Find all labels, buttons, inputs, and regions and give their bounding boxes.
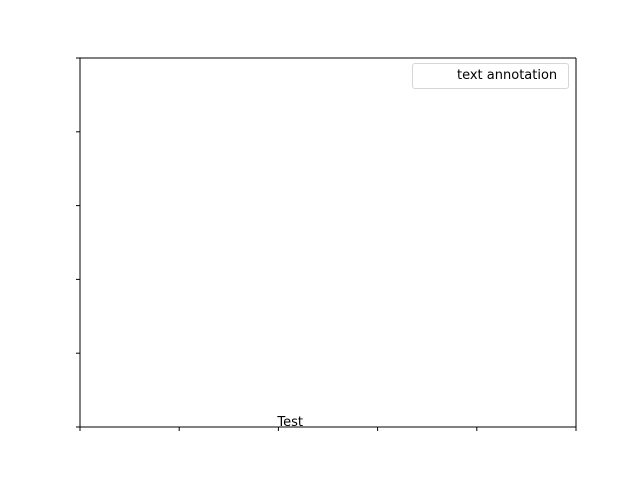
legend-entry-text-annotation: text annotation bbox=[457, 68, 558, 83]
annotation-test: Test bbox=[276, 415, 303, 430]
plot-area bbox=[80, 58, 576, 427]
x-axis-ticks bbox=[79, 427, 577, 431]
y-axis-ticks bbox=[76, 57, 80, 428]
legend: text annotation bbox=[412, 63, 569, 89]
plot-frame bbox=[79, 57, 577, 428]
